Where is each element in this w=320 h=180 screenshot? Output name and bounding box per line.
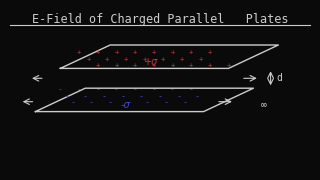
Text: -: - — [164, 98, 169, 107]
Text: +: + — [152, 62, 156, 68]
Text: -: - — [182, 98, 188, 107]
Text: +: + — [180, 55, 184, 62]
Text: +: + — [189, 62, 193, 68]
Text: +: + — [114, 62, 118, 68]
Text: +: + — [170, 49, 175, 55]
Text: +: + — [77, 49, 81, 55]
Text: -: - — [64, 92, 69, 101]
Text: -: - — [176, 92, 181, 101]
Text: -: - — [58, 86, 63, 94]
Text: +: + — [124, 55, 128, 62]
Text: +: + — [96, 49, 100, 55]
Text: -: - — [95, 86, 100, 94]
Text: -: - — [83, 92, 88, 101]
Text: +: + — [227, 62, 231, 68]
Text: +: + — [133, 49, 137, 55]
Text: -: - — [108, 98, 113, 107]
Text: +: + — [86, 55, 91, 62]
Text: +: + — [161, 55, 165, 62]
Text: -: - — [139, 92, 144, 101]
Text: E-Field of Charged Parallel   Plates: E-Field of Charged Parallel Plates — [32, 13, 288, 26]
Text: -: - — [126, 98, 131, 107]
Text: +: + — [142, 55, 147, 62]
Text: +: + — [133, 62, 137, 68]
Text: -: - — [101, 92, 107, 101]
Text: +: + — [105, 55, 109, 62]
Text: -: - — [132, 86, 138, 94]
Text: +: + — [170, 62, 175, 68]
Text: +σ: +σ — [144, 57, 158, 67]
Text: -σ: -σ — [121, 100, 131, 110]
Text: +: + — [152, 49, 156, 55]
Text: +: + — [96, 62, 100, 68]
Text: -: - — [145, 98, 150, 107]
Text: -: - — [151, 86, 156, 94]
Text: -: - — [157, 92, 163, 101]
Text: +: + — [189, 49, 193, 55]
Text: -: - — [170, 86, 175, 94]
Text: -: - — [120, 92, 125, 101]
Text: -: - — [70, 98, 75, 107]
Text: d: d — [277, 73, 283, 83]
Text: ∞: ∞ — [261, 100, 267, 110]
Text: -: - — [189, 86, 194, 94]
Text: -: - — [89, 98, 94, 107]
Text: +: + — [114, 49, 118, 55]
Text: +: + — [208, 62, 212, 68]
Text: -: - — [114, 86, 119, 94]
Text: -: - — [195, 92, 200, 101]
Text: +: + — [208, 49, 212, 55]
Text: +: + — [198, 55, 203, 62]
Text: -: - — [76, 86, 82, 94]
